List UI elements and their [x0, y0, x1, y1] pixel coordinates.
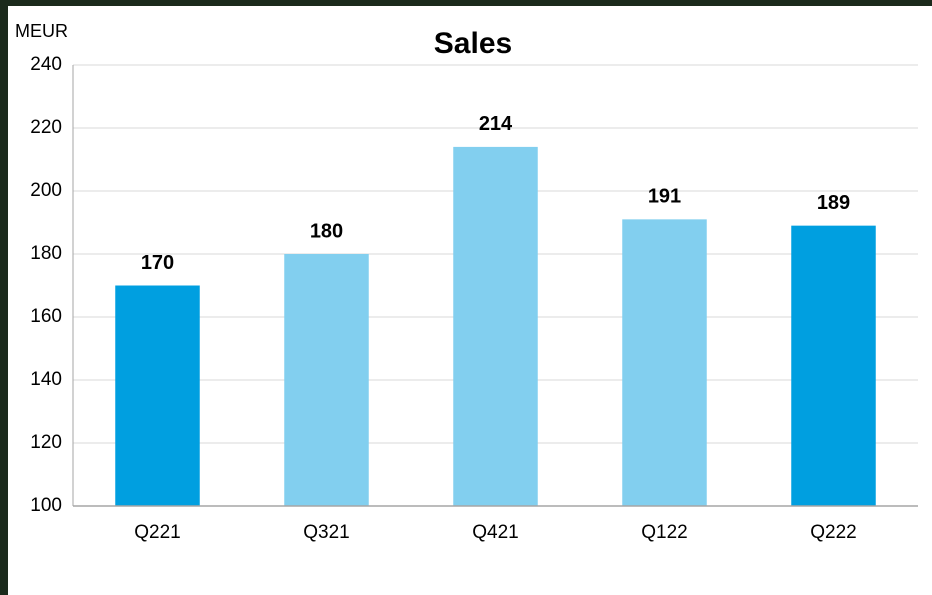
data-label: 180: [310, 220, 343, 242]
data-label: 189: [817, 192, 850, 214]
y-tick-label: 180: [30, 243, 62, 264]
data-label: 214: [479, 113, 513, 135]
y-tick-label: 160: [30, 306, 62, 327]
bar: [284, 254, 369, 506]
x-tick-label: Q222: [810, 522, 856, 543]
y-axis-label: MEUR: [15, 21, 68, 41]
y-tick-label: 120: [30, 432, 62, 453]
bar: [791, 225, 876, 506]
data-label: 170: [141, 252, 174, 274]
bar: [115, 285, 200, 506]
x-tick-label: Q421: [472, 522, 518, 543]
chart-title: Sales: [434, 27, 512, 60]
y-tick-label: 220: [30, 117, 62, 138]
y-tick-label: 240: [30, 54, 62, 75]
y-tick-label: 140: [30, 369, 62, 390]
bar: [453, 146, 538, 506]
x-tick-label: Q221: [134, 522, 180, 543]
bar: [622, 219, 707, 506]
x-tick-label: Q122: [641, 522, 687, 543]
x-tick-label: Q321: [303, 522, 349, 543]
data-label: 191: [648, 186, 681, 208]
y-tick-label: 100: [30, 495, 62, 516]
y-tick-label: 200: [30, 180, 62, 201]
